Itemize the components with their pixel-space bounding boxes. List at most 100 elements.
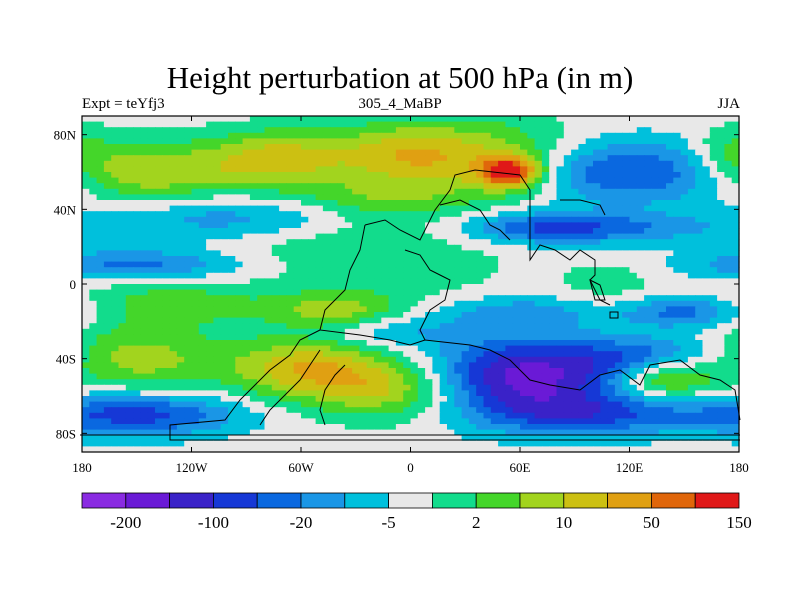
field-cell xyxy=(374,166,382,173)
field-cell xyxy=(403,228,412,235)
field-cell xyxy=(687,306,696,313)
field-cell xyxy=(366,121,375,128)
field-cell xyxy=(593,216,601,223)
field-cell xyxy=(249,261,258,268)
field-cell xyxy=(242,300,251,307)
field-cell xyxy=(724,144,733,151)
field-cell xyxy=(490,160,499,167)
field-cell xyxy=(206,356,214,363)
field-cell xyxy=(89,424,98,431)
field-cell xyxy=(439,222,448,229)
field-cell xyxy=(403,149,412,156)
field-cell xyxy=(468,216,477,223)
field-cell xyxy=(330,356,339,363)
field-cell xyxy=(271,188,280,195)
field-cell xyxy=(498,211,506,218)
field-cell xyxy=(695,373,704,380)
field-cell xyxy=(198,424,207,431)
field-cell xyxy=(600,284,609,291)
field-cell xyxy=(432,155,441,162)
field-cell xyxy=(118,306,127,313)
field-cell xyxy=(483,373,492,380)
field-cell xyxy=(118,418,127,425)
field-cell xyxy=(644,340,652,347)
field-cell xyxy=(593,132,601,139)
field-cell xyxy=(315,424,324,431)
field-cell xyxy=(395,250,404,257)
field-cell xyxy=(520,211,528,218)
field-cell xyxy=(717,306,725,313)
field-cell xyxy=(140,418,149,425)
field-cell xyxy=(673,261,682,268)
field-cell xyxy=(731,127,740,134)
field-cell xyxy=(695,149,704,156)
field-cell xyxy=(629,345,638,352)
field-cell xyxy=(198,127,207,134)
field-cell xyxy=(644,284,652,291)
field-cell xyxy=(257,211,266,218)
field-cell xyxy=(118,345,127,352)
field-cell xyxy=(454,351,463,358)
field-cell xyxy=(563,284,572,291)
field-cell xyxy=(476,188,485,195)
field-cell xyxy=(395,345,404,352)
field-cell xyxy=(673,379,682,386)
field-cell xyxy=(498,233,506,240)
field-cell xyxy=(724,138,733,145)
field-cell xyxy=(103,166,112,173)
field-cell xyxy=(651,183,660,190)
field-cell xyxy=(658,373,667,380)
field-cell xyxy=(695,278,704,285)
field-cell xyxy=(133,200,141,207)
field-cell xyxy=(242,323,251,330)
field-cell xyxy=(695,172,704,179)
field-cell xyxy=(381,183,390,190)
field-cell xyxy=(512,239,521,246)
field-cell xyxy=(242,384,251,391)
field-cell xyxy=(439,144,448,151)
field-cell xyxy=(279,188,287,195)
field-cell xyxy=(133,424,141,431)
field-cell xyxy=(476,340,485,347)
field-cell xyxy=(96,121,105,128)
field-cell xyxy=(249,149,258,156)
field-cell xyxy=(425,194,433,201)
field-cell xyxy=(89,284,98,291)
field-cell xyxy=(191,340,200,347)
field-cell xyxy=(468,149,477,156)
field-cell xyxy=(315,250,324,257)
field-cell xyxy=(651,312,660,319)
field-cell xyxy=(111,200,120,207)
field-cell xyxy=(96,412,105,419)
field-cell xyxy=(563,272,572,279)
field-cell xyxy=(644,200,652,207)
field-cell xyxy=(198,373,207,380)
field-cell xyxy=(680,177,689,184)
field-cell xyxy=(585,351,594,358)
field-cell xyxy=(600,351,609,358)
field-cell xyxy=(322,267,331,274)
field-cell xyxy=(359,127,368,134)
field-cell xyxy=(293,368,302,375)
field-cell xyxy=(388,116,397,123)
field-cell xyxy=(417,211,426,218)
field-cell xyxy=(534,390,543,397)
field-cell xyxy=(490,177,499,184)
field-cell xyxy=(614,216,623,223)
field-cell xyxy=(228,177,236,184)
field-cell xyxy=(235,284,244,291)
field-cell xyxy=(89,256,98,263)
field-cell xyxy=(527,384,536,391)
field-cell xyxy=(198,172,207,179)
field-cell xyxy=(337,284,346,291)
field-cell xyxy=(563,261,572,268)
field-cell xyxy=(527,233,536,240)
field-cell xyxy=(315,127,324,134)
field-cell xyxy=(155,340,163,347)
field-cell xyxy=(432,317,441,324)
field-cell xyxy=(198,160,207,167)
field-cell xyxy=(673,267,682,274)
field-cell xyxy=(454,244,463,251)
field-cell xyxy=(315,418,324,425)
field-cell xyxy=(301,390,309,397)
